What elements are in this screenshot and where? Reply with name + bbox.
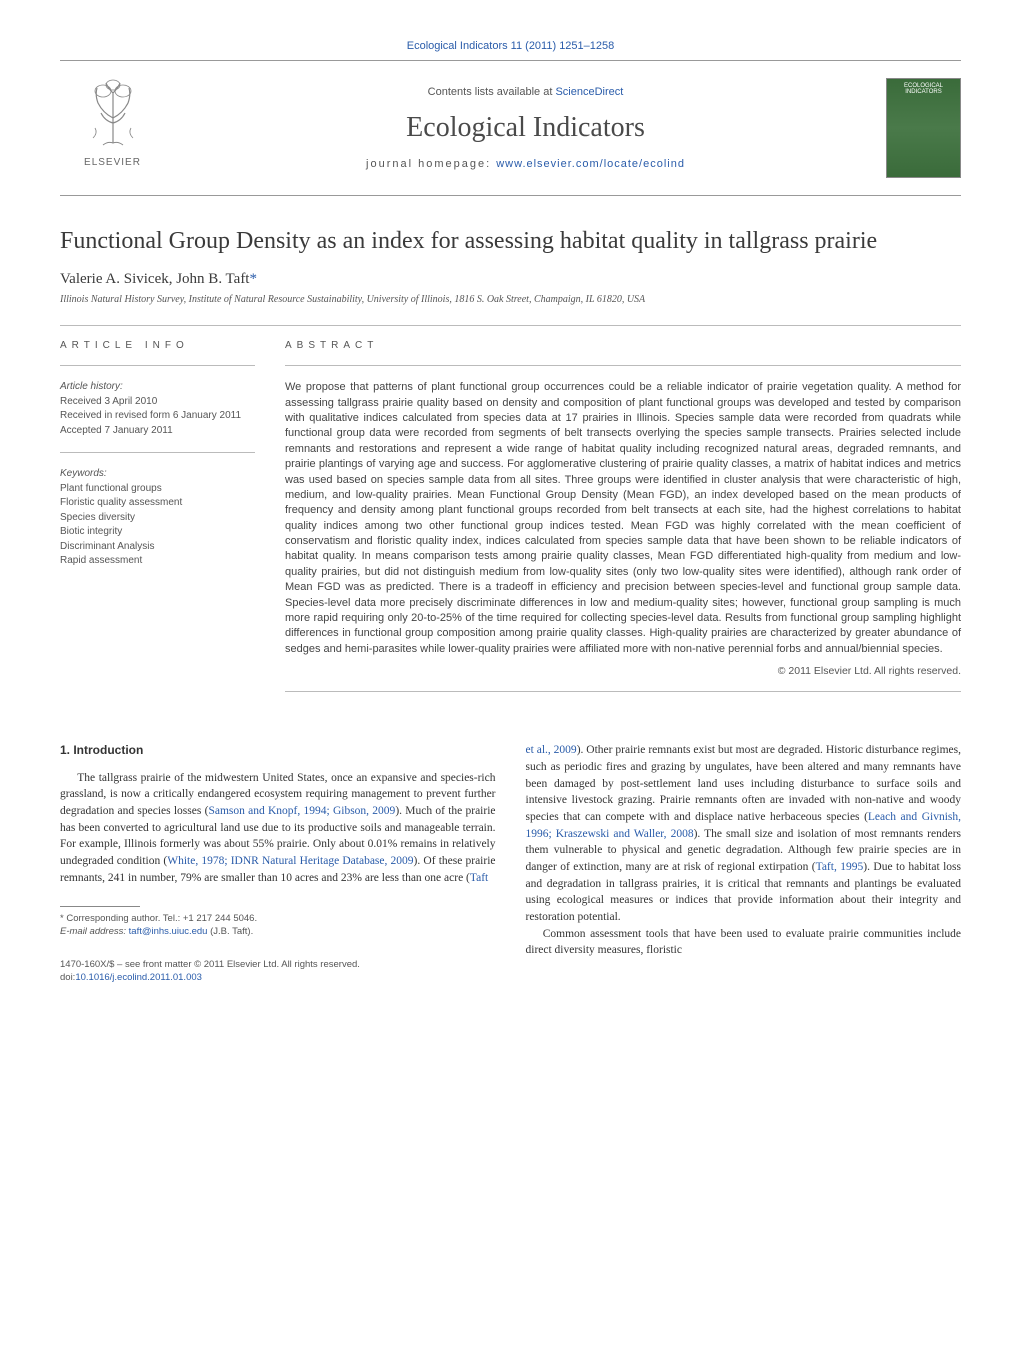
history-heading: Article history: [60,380,255,395]
footnote-separator [60,906,140,907]
footnote-tel: * Corresponding author. Tel.: +1 217 244… [60,913,496,926]
doi-link[interactable]: 10.1016/j.ecolind.2011.01.003 [75,972,202,983]
authors: Valerie A. Sivicek, John B. Taft* [60,271,961,288]
homepage-link[interactable]: www.elsevier.com/locate/ecolind [496,158,685,170]
cover-title: ECOLOGICAL INDICATORS [891,83,956,95]
keywords-heading: Keywords: [60,467,255,482]
divider [285,691,961,692]
intro-paragraph: Common assessment tools that have been u… [526,926,962,959]
intro-heading: 1. Introduction [60,742,496,759]
intro-text: Common assessment tools that have been u… [526,928,962,957]
journal-header-link[interactable]: Ecological Indicators 11 (2011) 1251–125… [407,40,615,52]
header-center: Contents lists available at ScienceDirec… [165,86,886,170]
intro-paragraph-continued: et al., 2009). Other prairie remnants ex… [526,742,962,925]
abstract-copyright: © 2011 Elsevier Ltd. All rights reserved… [285,665,961,677]
keyword: Discriminant Analysis [60,540,255,555]
journal-title: Ecological Indicators [165,112,886,144]
contents-prefix: Contents lists available at [428,86,556,98]
divider [285,365,961,366]
intro-paragraph: The tallgrass prairie of the midwestern … [60,770,496,887]
history-received: Received 3 April 2010 [60,395,255,410]
header-block: ELSEVIER Contents lists available at Sci… [60,60,961,196]
abstract-column: ABSTRACT We propose that patterns of pla… [285,340,961,706]
footer-issn-line: 1470-160X/$ – see front matter © 2011 El… [60,959,496,972]
article-history-block: Article history: Received 3 April 2010 R… [60,380,255,438]
sciencedirect-link[interactable]: ScienceDirect [555,86,623,98]
keyword: Rapid assessment [60,554,255,569]
keyword: Species diversity [60,511,255,526]
divider [60,325,961,326]
journal-cover-thumbnail: ECOLOGICAL INDICATORS [886,78,961,178]
citation-link[interactable]: Taft, 1995 [816,861,864,873]
history-revised: Received in revised form 6 January 2011 [60,409,255,424]
citation-link[interactable]: Taft [470,872,488,884]
affiliation: Illinois Natural History Survey, Institu… [60,294,961,305]
homepage-prefix: journal homepage: [366,158,496,170]
footnote-email-suffix: (J.B. Taft). [207,926,253,937]
history-accepted: Accepted 7 January 2011 [60,424,255,439]
citation-link[interactable]: Samson and Knopf, 1994; Gibson, 2009 [208,805,395,817]
footer-block: 1470-160X/$ – see front matter © 2011 El… [60,959,496,985]
author-names: Valerie A. Sivicek, John B. Taft [60,271,249,287]
footnote-email-line: E-mail address: taft@inhs.uiuc.edu (J.B.… [60,926,496,939]
citation-link[interactable]: et al., 2009 [526,744,577,756]
elsevier-logo: ELSEVIER [60,73,165,183]
keywords-block: Keywords: Plant functional groups Floris… [60,467,255,569]
citation-link[interactable]: White, 1978; IDNR Natural Heritage Datab… [167,855,413,867]
keyword: Plant functional groups [60,482,255,497]
footer-doi-line: doi:10.1016/j.ecolind.2011.01.003 [60,972,496,985]
info-abstract-row: ARTICLE INFO Article history: Received 3… [60,340,961,706]
journal-header-line: Ecological Indicators 11 (2011) 1251–125… [60,40,961,52]
elsevier-publisher-label: ELSEVIER [84,157,141,168]
body-columns: 1. Introduction The tallgrass prairie of… [60,742,961,984]
divider [60,365,255,366]
body-column-right: et al., 2009). Other prairie remnants ex… [526,742,962,984]
keyword: Biotic integrity [60,525,255,540]
keyword: Floristic quality assessment [60,496,255,511]
body-column-left: 1. Introduction The tallgrass prairie of… [60,742,496,984]
corresponding-footnote: * Corresponding author. Tel.: +1 217 244… [60,913,496,939]
doi-label: doi: [60,972,75,983]
divider [60,452,255,453]
contents-available-line: Contents lists available at ScienceDirec… [165,86,886,98]
corresponding-marker[interactable]: * [249,271,257,287]
article-title: Functional Group Density as an index for… [60,226,961,257]
elsevier-tree-icon [73,73,153,153]
footnote-email-label: E-mail address: [60,926,129,937]
article-info-heading: ARTICLE INFO [60,340,255,351]
abstract-text: We propose that patterns of plant functi… [285,380,961,657]
abstract-heading: ABSTRACT [285,340,961,351]
article-info-column: ARTICLE INFO Article history: Received 3… [60,340,255,706]
homepage-line: journal homepage: www.elsevier.com/locat… [165,158,886,170]
email-link[interactable]: taft@inhs.uiuc.edu [129,926,208,937]
